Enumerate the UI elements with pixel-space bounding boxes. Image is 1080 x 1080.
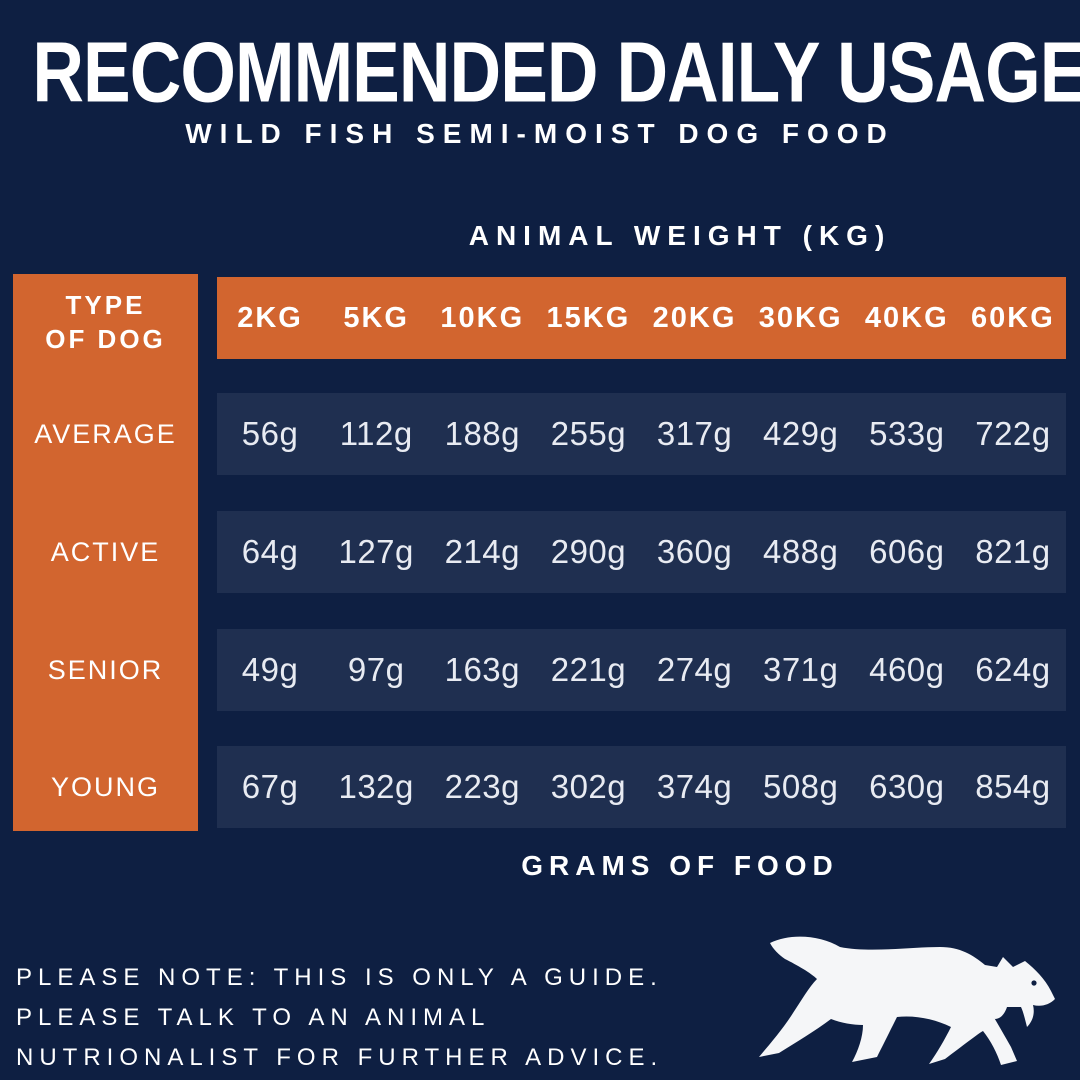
usage-value: 488g bbox=[762, 533, 839, 570]
weight-header-cell: 20KG bbox=[652, 301, 737, 334]
table-row-average: 56g 112g 188g 255g 317g 429g 533g 722g bbox=[217, 393, 1066, 475]
usage-value: 302g bbox=[550, 768, 627, 805]
usage-value: 56g bbox=[241, 415, 299, 452]
usage-value: 317g bbox=[656, 415, 733, 452]
disclaimer-line3: NUTRIONALIST FOR FURTHER ADVICE. bbox=[16, 1044, 664, 1071]
weight-header-cell: 10KG bbox=[440, 301, 525, 334]
usage-value: 624g bbox=[975, 651, 1051, 688]
usage-value: 112g bbox=[339, 415, 413, 452]
weight-header-cell: 15KG bbox=[546, 301, 631, 334]
usage-value: 221g bbox=[550, 651, 627, 688]
disclaimer-line1: PLEASE NOTE: THIS IS ONLY A GUIDE. bbox=[16, 964, 663, 991]
type-of-dog-header: TYPE OF DOG bbox=[13, 288, 198, 356]
usage-value: 127g bbox=[338, 533, 414, 570]
row-label-senior: SENIOR bbox=[47, 655, 164, 685]
usage-value: 508g bbox=[762, 768, 839, 805]
animal-weight-axis-label: ANIMAL WEIGHT (KG) bbox=[468, 220, 892, 251]
usage-value: 255g bbox=[550, 415, 627, 452]
weight-header-cell: 30KG bbox=[758, 301, 843, 334]
usage-value: 371g bbox=[762, 651, 839, 688]
usage-value: 606g bbox=[869, 533, 945, 570]
usage-value: 854g bbox=[975, 768, 1051, 805]
product-subtitle: WILD FISH SEMI-MOIST DOG FOOD bbox=[185, 118, 895, 149]
table-row-young: 67g 132g 223g 302g 374g 508g 630g 854g bbox=[217, 746, 1066, 828]
weight-header-cell: 5KG bbox=[343, 301, 409, 334]
type-of-dog-header-line2: OF DOG bbox=[45, 324, 166, 354]
usage-value: 821g bbox=[975, 533, 1051, 570]
cat-eye-dot bbox=[1031, 980, 1037, 986]
usage-value: 630g bbox=[869, 768, 945, 805]
usage-value: 64g bbox=[241, 533, 299, 570]
type-of-dog-column: TYPE OF DOG AVERAGE ACTIVE SENIOR YOUNG bbox=[13, 274, 198, 831]
usage-value: 132g bbox=[338, 768, 414, 805]
usage-value: 460g bbox=[869, 651, 945, 688]
usage-value: 67g bbox=[241, 768, 299, 805]
usage-value: 214g bbox=[444, 533, 521, 570]
usage-value: 429g bbox=[762, 415, 839, 452]
row-label-active: ACTIVE bbox=[50, 537, 161, 567]
page-title: RECOMMENDED DAILY USAGE bbox=[32, 25, 1080, 121]
weight-header-row: 2KG 5KG 10KG 15KG 20KG 30KG 40KG 60KG bbox=[217, 277, 1066, 359]
usage-value: 49g bbox=[241, 651, 299, 688]
row-label-average: AVERAGE bbox=[34, 419, 177, 449]
row-label-young: YOUNG bbox=[50, 772, 160, 802]
usage-value: 290g bbox=[550, 533, 627, 570]
usage-value: 374g bbox=[656, 768, 733, 805]
table-row-senior: 49g 97g 163g 221g 274g 371g 460g 624g bbox=[217, 629, 1066, 711]
usage-value: 163g bbox=[444, 651, 521, 688]
weight-header-cell: 2KG bbox=[237, 301, 303, 334]
type-of-dog-header-line1: TYPE bbox=[65, 290, 146, 320]
usage-value: 97g bbox=[347, 651, 405, 688]
disclaimer-line2: PLEASE TALK TO AN ANIMAL bbox=[16, 1004, 491, 1031]
usage-value: 274g bbox=[656, 651, 733, 688]
grams-of-food-caption: GRAMS OF FOOD bbox=[521, 850, 839, 881]
usage-value: 722g bbox=[975, 415, 1051, 452]
usage-value: 188g bbox=[444, 415, 521, 452]
usage-value: 360g bbox=[656, 533, 733, 570]
usage-value: 223g bbox=[444, 768, 521, 805]
weight-header-cell: 40KG bbox=[864, 301, 949, 334]
usage-value: 533g bbox=[869, 415, 945, 452]
disclaimer-note: PLEASE NOTE: THIS IS ONLY A GUIDE. PLEAS… bbox=[16, 958, 756, 1078]
weight-header-cell: 60KG bbox=[971, 301, 1055, 334]
table-row-active: 64g 127g 214g 290g 360g 488g 606g 821g bbox=[217, 511, 1066, 593]
sabre-tooth-cat-icon bbox=[759, 936, 1055, 1065]
